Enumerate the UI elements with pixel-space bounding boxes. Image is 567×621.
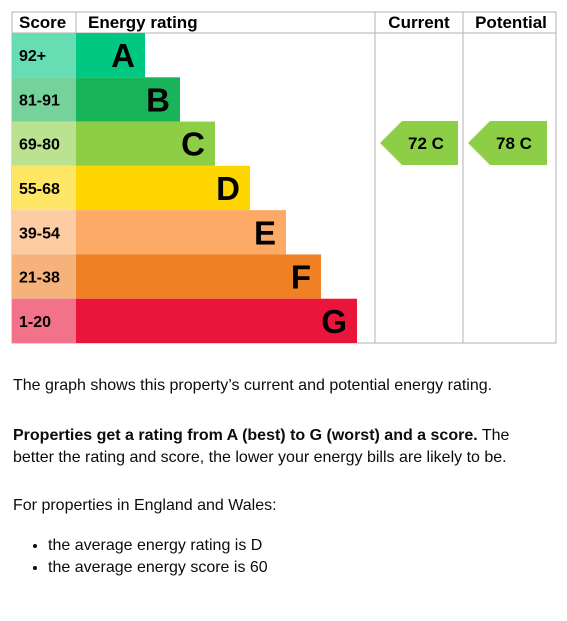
rating-bar [76,254,321,299]
rating-bar [76,33,145,78]
rating-letter: F [291,259,311,296]
score-cell [12,77,76,122]
score-range: 39-54 [19,225,60,242]
rating-letter: G [321,303,347,340]
epc-chart: Score Energy rating Current Potential 92… [11,11,557,344]
score-cell [12,298,76,343]
score-cell [12,254,76,299]
rating-info: Properties get a rating from A (best) to… [13,425,553,469]
intro: The graph shows this property’s current … [13,377,493,394]
score-range: 92+ [19,48,46,65]
rating-bar [76,77,180,122]
rating-letter: C [181,126,205,163]
current-rating: 72 C [408,134,444,153]
rating-letter: A [111,37,135,74]
rating-letter: D [216,170,240,207]
score-cell [12,210,76,255]
score-range: 55-68 [19,181,60,198]
score-cell [12,165,76,211]
rating-bar [76,210,286,255]
bullet: the average energy score is 60 [48,557,268,579]
header: Score [19,13,66,32]
bullet-list: the average energy rating is D the avera… [13,535,268,579]
rating-bar [76,165,250,211]
rating-bar [76,298,357,343]
rating-letter: E [254,214,276,251]
score-range: 69-80 [19,137,60,154]
region: For properties in England and Wales: [13,497,277,514]
current-arrow [380,121,458,165]
potential-rating: 78 C [496,134,532,153]
bullet: the average energy rating is D [48,535,268,557]
header: Current [388,13,450,32]
score-cell [12,33,76,78]
header: Energy rating [88,13,198,32]
rating-rest: The better the rating and score, the low… [13,427,510,466]
potential-arrow [468,121,547,165]
rating-letter: B [146,81,170,118]
score-range: 21-38 [19,270,60,287]
rating-bar [76,121,215,166]
rating-bold: Properties get a rating from A (best) to… [13,427,478,444]
score-cell [12,121,76,166]
score-range: 81-91 [19,92,60,109]
header: Potential [475,13,547,32]
score-range: 1-20 [19,314,51,331]
